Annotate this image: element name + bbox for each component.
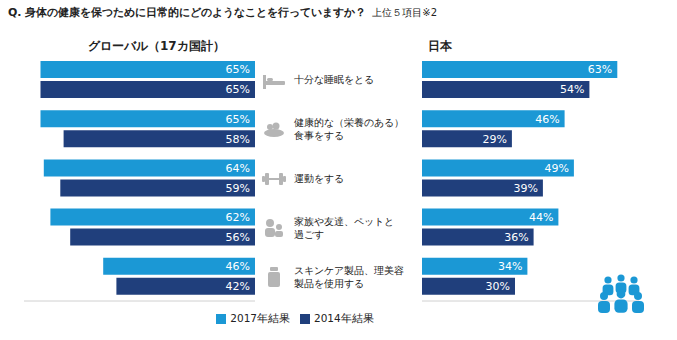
svg-text:58%: 58% [226,133,250,146]
html-text:2014年結果: 2014年結果 [314,312,374,324]
svg-text:54%: 54% [560,83,584,96]
html-text:運動をする: 運動をする [294,173,344,184]
svg-text:42%: 42% [226,280,250,293]
svg-text:65%: 65% [226,63,250,76]
svg-text:56%: 56% [226,231,250,244]
svg-text:34%: 34% [498,260,522,273]
svg-text:62%: 62% [226,211,250,224]
html-text:上位５項目※2: 上位５項目※2 [372,7,438,18]
svg-text:64%: 64% [226,162,250,175]
svg-text:59%: 59% [226,182,250,195]
svg-text:29%: 29% [482,133,506,146]
svg-text:65%: 65% [226,113,250,126]
svg-text:39%: 39% [513,182,537,195]
svg-text:46%: 46% [535,113,559,126]
html-text:Q. 身体の健康を保つために日常的にどのようなことを行ってい: Q. 身体の健康を保つために日常的にどのようなことを行っていますか？ [8,6,367,19]
html-text:健康的な（栄養のある） 食事をする: 健康的な（栄養のある） 食事をする [294,117,404,142]
html-text:日本: 日本 [428,39,452,53]
svg-text:46%: 46% [226,260,250,273]
svg-text:63%: 63% [588,63,612,76]
svg-text:49%: 49% [544,162,568,175]
html-text:2017年結果: 2017年結果 [230,312,290,324]
svg-text:65%: 65% [226,83,250,96]
svg-text:44%: 44% [529,211,553,224]
html-text:十分な睡眠をとる: 十分な睡眠をとる [294,74,374,86]
html-text:スキンケア製品、理美容 製品を使用する: スキンケア製品、理美容 製品を使用する [294,265,404,290]
html-text:家族や友達、ペットと 過ごす: 家族や友達、ペットと 過ごす [294,215,394,240]
svg-text:36%: 36% [504,231,528,244]
html-text:グローバル（17カ国計）: グローバル（17カ国計） [88,39,225,53]
svg-text:30%: 30% [486,280,510,293]
